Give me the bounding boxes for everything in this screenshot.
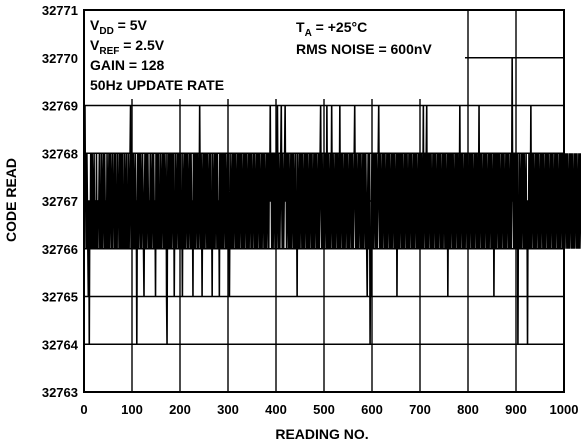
annotation-left: VDD = 5V [90, 17, 148, 37]
y-axis-label: CODE READ [3, 158, 19, 242]
y-tick-label: 32768 [42, 146, 78, 161]
series-layer [83, 57, 581, 345]
y-tick-label: 32770 [42, 51, 78, 66]
x-tick-label: 1000 [550, 402, 579, 417]
y-tick-label: 32764 [42, 337, 79, 352]
series-line [83, 57, 581, 345]
x-tick-label: 100 [121, 402, 143, 417]
x-tick-labels: 0 100 200 300 400 500 600 700 800 900 1000 [80, 402, 578, 417]
x-axis-label: READING NO. [275, 426, 368, 442]
x-tick-label: 500 [313, 402, 335, 417]
x-tick-label: 400 [265, 402, 287, 417]
y-tick-label: 32769 [42, 99, 78, 114]
plot-border [83, 9, 565, 393]
x-tick-label: 800 [457, 402, 479, 417]
x-tick-label: 600 [361, 402, 383, 417]
x-tick-label: 700 [409, 402, 431, 417]
annotation-left: VREF = 2.5V [90, 37, 165, 57]
y-tick-label: 32763 [42, 385, 78, 400]
x-tick-label: 300 [217, 402, 239, 417]
annotation-background [85, 11, 465, 99]
x-tick-label: 900 [505, 402, 527, 417]
x-tick-label: 0 [80, 402, 87, 417]
annotation-left: GAIN = 128 [90, 57, 165, 73]
x-tick-label: 200 [169, 402, 191, 417]
annotation-left: 50Hz UPDATE RATE [90, 77, 224, 93]
plot-frame [83, 9, 565, 393]
y-tick-label: 32771 [42, 3, 78, 18]
y-tick-labels: 32763 32764 32765 32766 32767 32768 32769 32770… [42, 3, 79, 400]
y-tick-label: 32767 [42, 194, 78, 209]
y-tick-label: 32766 [42, 242, 78, 257]
annotation-right: TA = +25°C [296, 19, 367, 39]
annotation-right: RMS NOISE = 600nV [296, 41, 432, 57]
y-tick-label: 32765 [42, 290, 78, 305]
